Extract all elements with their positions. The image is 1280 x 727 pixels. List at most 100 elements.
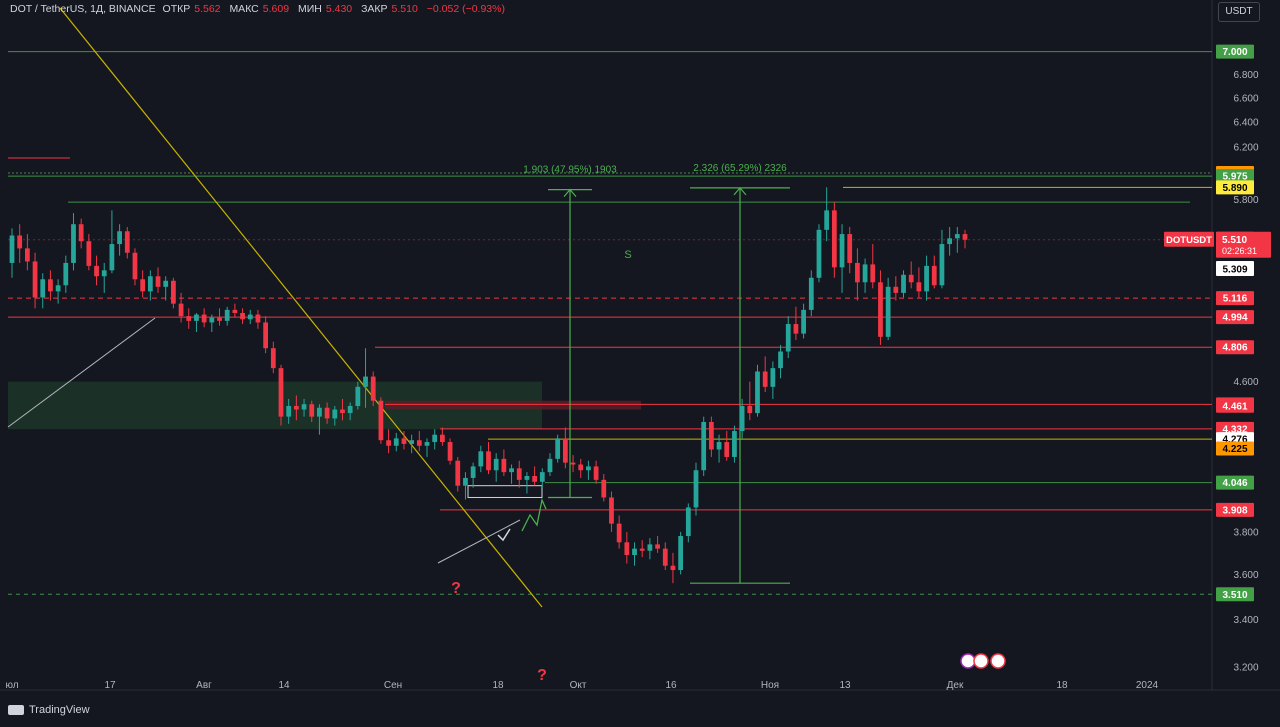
candle-body bbox=[609, 497, 614, 524]
change-value: −0.052 (−0.93%) bbox=[426, 3, 505, 15]
candle-body bbox=[816, 229, 822, 278]
candle-body bbox=[409, 440, 415, 444]
x-tick-label: 14 bbox=[278, 680, 290, 691]
red-zone bbox=[385, 400, 641, 410]
candle-body bbox=[209, 317, 215, 323]
price-label-bg bbox=[1216, 340, 1254, 355]
candle-body bbox=[539, 472, 545, 482]
candle-body bbox=[947, 238, 953, 245]
candle-body bbox=[171, 280, 176, 304]
candle-body bbox=[954, 234, 960, 239]
open-label: ОТКР bbox=[162, 3, 191, 15]
candle-body bbox=[824, 210, 830, 230]
candle-body bbox=[893, 286, 899, 293]
x-tick-label: 16 bbox=[665, 680, 677, 691]
candle-body bbox=[908, 274, 914, 283]
candle-body bbox=[901, 274, 906, 293]
y-tick-label: 6.600 bbox=[1233, 93, 1258, 104]
candle-body bbox=[847, 234, 853, 263]
candle-body bbox=[562, 438, 568, 463]
candle-body bbox=[624, 542, 630, 555]
x-tick-label: Авг bbox=[196, 680, 212, 691]
open-value: 5.562 bbox=[194, 3, 221, 15]
candle-body bbox=[117, 231, 122, 245]
candle-body bbox=[48, 279, 53, 292]
low-value: 5.430 bbox=[325, 3, 353, 15]
candle-body bbox=[655, 544, 660, 549]
candle-body bbox=[678, 536, 684, 571]
tradingview-logo-icon bbox=[8, 705, 24, 715]
x-tick-label: 2024 bbox=[1136, 680, 1159, 691]
y-tick-label: 5.800 bbox=[1233, 195, 1258, 206]
price-label-bg bbox=[1216, 398, 1254, 413]
close-value: 5.510 bbox=[391, 3, 418, 15]
candle-body bbox=[370, 376, 376, 401]
candle-body bbox=[616, 523, 622, 543]
price-label: 3.510 bbox=[1222, 590, 1247, 601]
candle-body bbox=[647, 544, 653, 551]
y-tick-label: 3.600 bbox=[1233, 570, 1258, 581]
candle-body bbox=[55, 285, 61, 292]
price-label: 4.225 bbox=[1222, 444, 1247, 455]
measure-label-1: 1.903 (47.95%) 1903 bbox=[523, 165, 617, 176]
price-label: 5.309 bbox=[1222, 264, 1247, 275]
candle-body bbox=[24, 248, 30, 262]
candle-body bbox=[516, 468, 522, 480]
x-tick-label: Дек bbox=[947, 680, 964, 691]
price-label: 5.116 bbox=[1223, 294, 1248, 305]
question-mark-2: ? bbox=[537, 667, 547, 684]
consolidation-box bbox=[467, 485, 543, 498]
candle-body bbox=[440, 434, 445, 443]
current-price-tag bbox=[1216, 231, 1271, 258]
candle-body bbox=[885, 286, 891, 337]
measure-arrow-2 bbox=[733, 186, 747, 196]
candle-body bbox=[862, 264, 868, 283]
tradingview-brand: TradingView bbox=[8, 704, 90, 716]
rising-trendline bbox=[7, 317, 156, 428]
price-label-bg bbox=[1216, 291, 1254, 306]
candle-body bbox=[32, 261, 38, 298]
candle-body bbox=[17, 235, 23, 249]
y-tick-label: 6.800 bbox=[1233, 70, 1258, 81]
candle-body bbox=[855, 262, 860, 283]
lightning-event-icon bbox=[960, 653, 976, 669]
price-label: 4.276 bbox=[1222, 435, 1247, 446]
descending-trendline bbox=[59, 7, 543, 608]
candle-body bbox=[501, 458, 507, 473]
candle-body bbox=[317, 407, 322, 417]
price-label-bg bbox=[1216, 502, 1254, 517]
candle-body bbox=[9, 235, 15, 263]
price-label-bg bbox=[1216, 169, 1254, 184]
candle-body bbox=[240, 312, 245, 320]
price-label: 4.332 bbox=[1222, 424, 1247, 435]
candle-body bbox=[463, 477, 468, 486]
candle-body bbox=[755, 371, 760, 414]
candle-body bbox=[570, 462, 576, 465]
candle-body bbox=[347, 405, 353, 414]
candle-body bbox=[770, 368, 776, 387]
measure-label-2: 2.326 (65.29%) 2326 bbox=[693, 163, 787, 174]
candle-body bbox=[793, 324, 799, 334]
close-label: ЗАКР bbox=[361, 3, 388, 15]
x-tick-label: 13 bbox=[839, 680, 851, 691]
x-tick-label: юл bbox=[5, 680, 18, 691]
candle-body bbox=[547, 458, 553, 473]
candle-body bbox=[186, 316, 192, 321]
candle-body bbox=[124, 231, 130, 253]
currency-button[interactable]: USDT bbox=[1218, 2, 1260, 22]
y-tick-label: 6.200 bbox=[1233, 143, 1258, 154]
x-tick-label: Окт bbox=[570, 680, 587, 691]
candle-body bbox=[601, 479, 607, 498]
candle-body bbox=[324, 407, 330, 419]
candle-body bbox=[478, 451, 484, 467]
candle-body bbox=[224, 309, 230, 321]
candle-body bbox=[632, 548, 637, 555]
candle-body bbox=[639, 548, 645, 551]
candle-body bbox=[555, 438, 561, 459]
candle-body bbox=[839, 234, 845, 268]
price-label-bg bbox=[1216, 310, 1254, 325]
check-icon bbox=[497, 528, 511, 542]
candle-body bbox=[301, 404, 307, 410]
candle-body bbox=[470, 466, 476, 478]
